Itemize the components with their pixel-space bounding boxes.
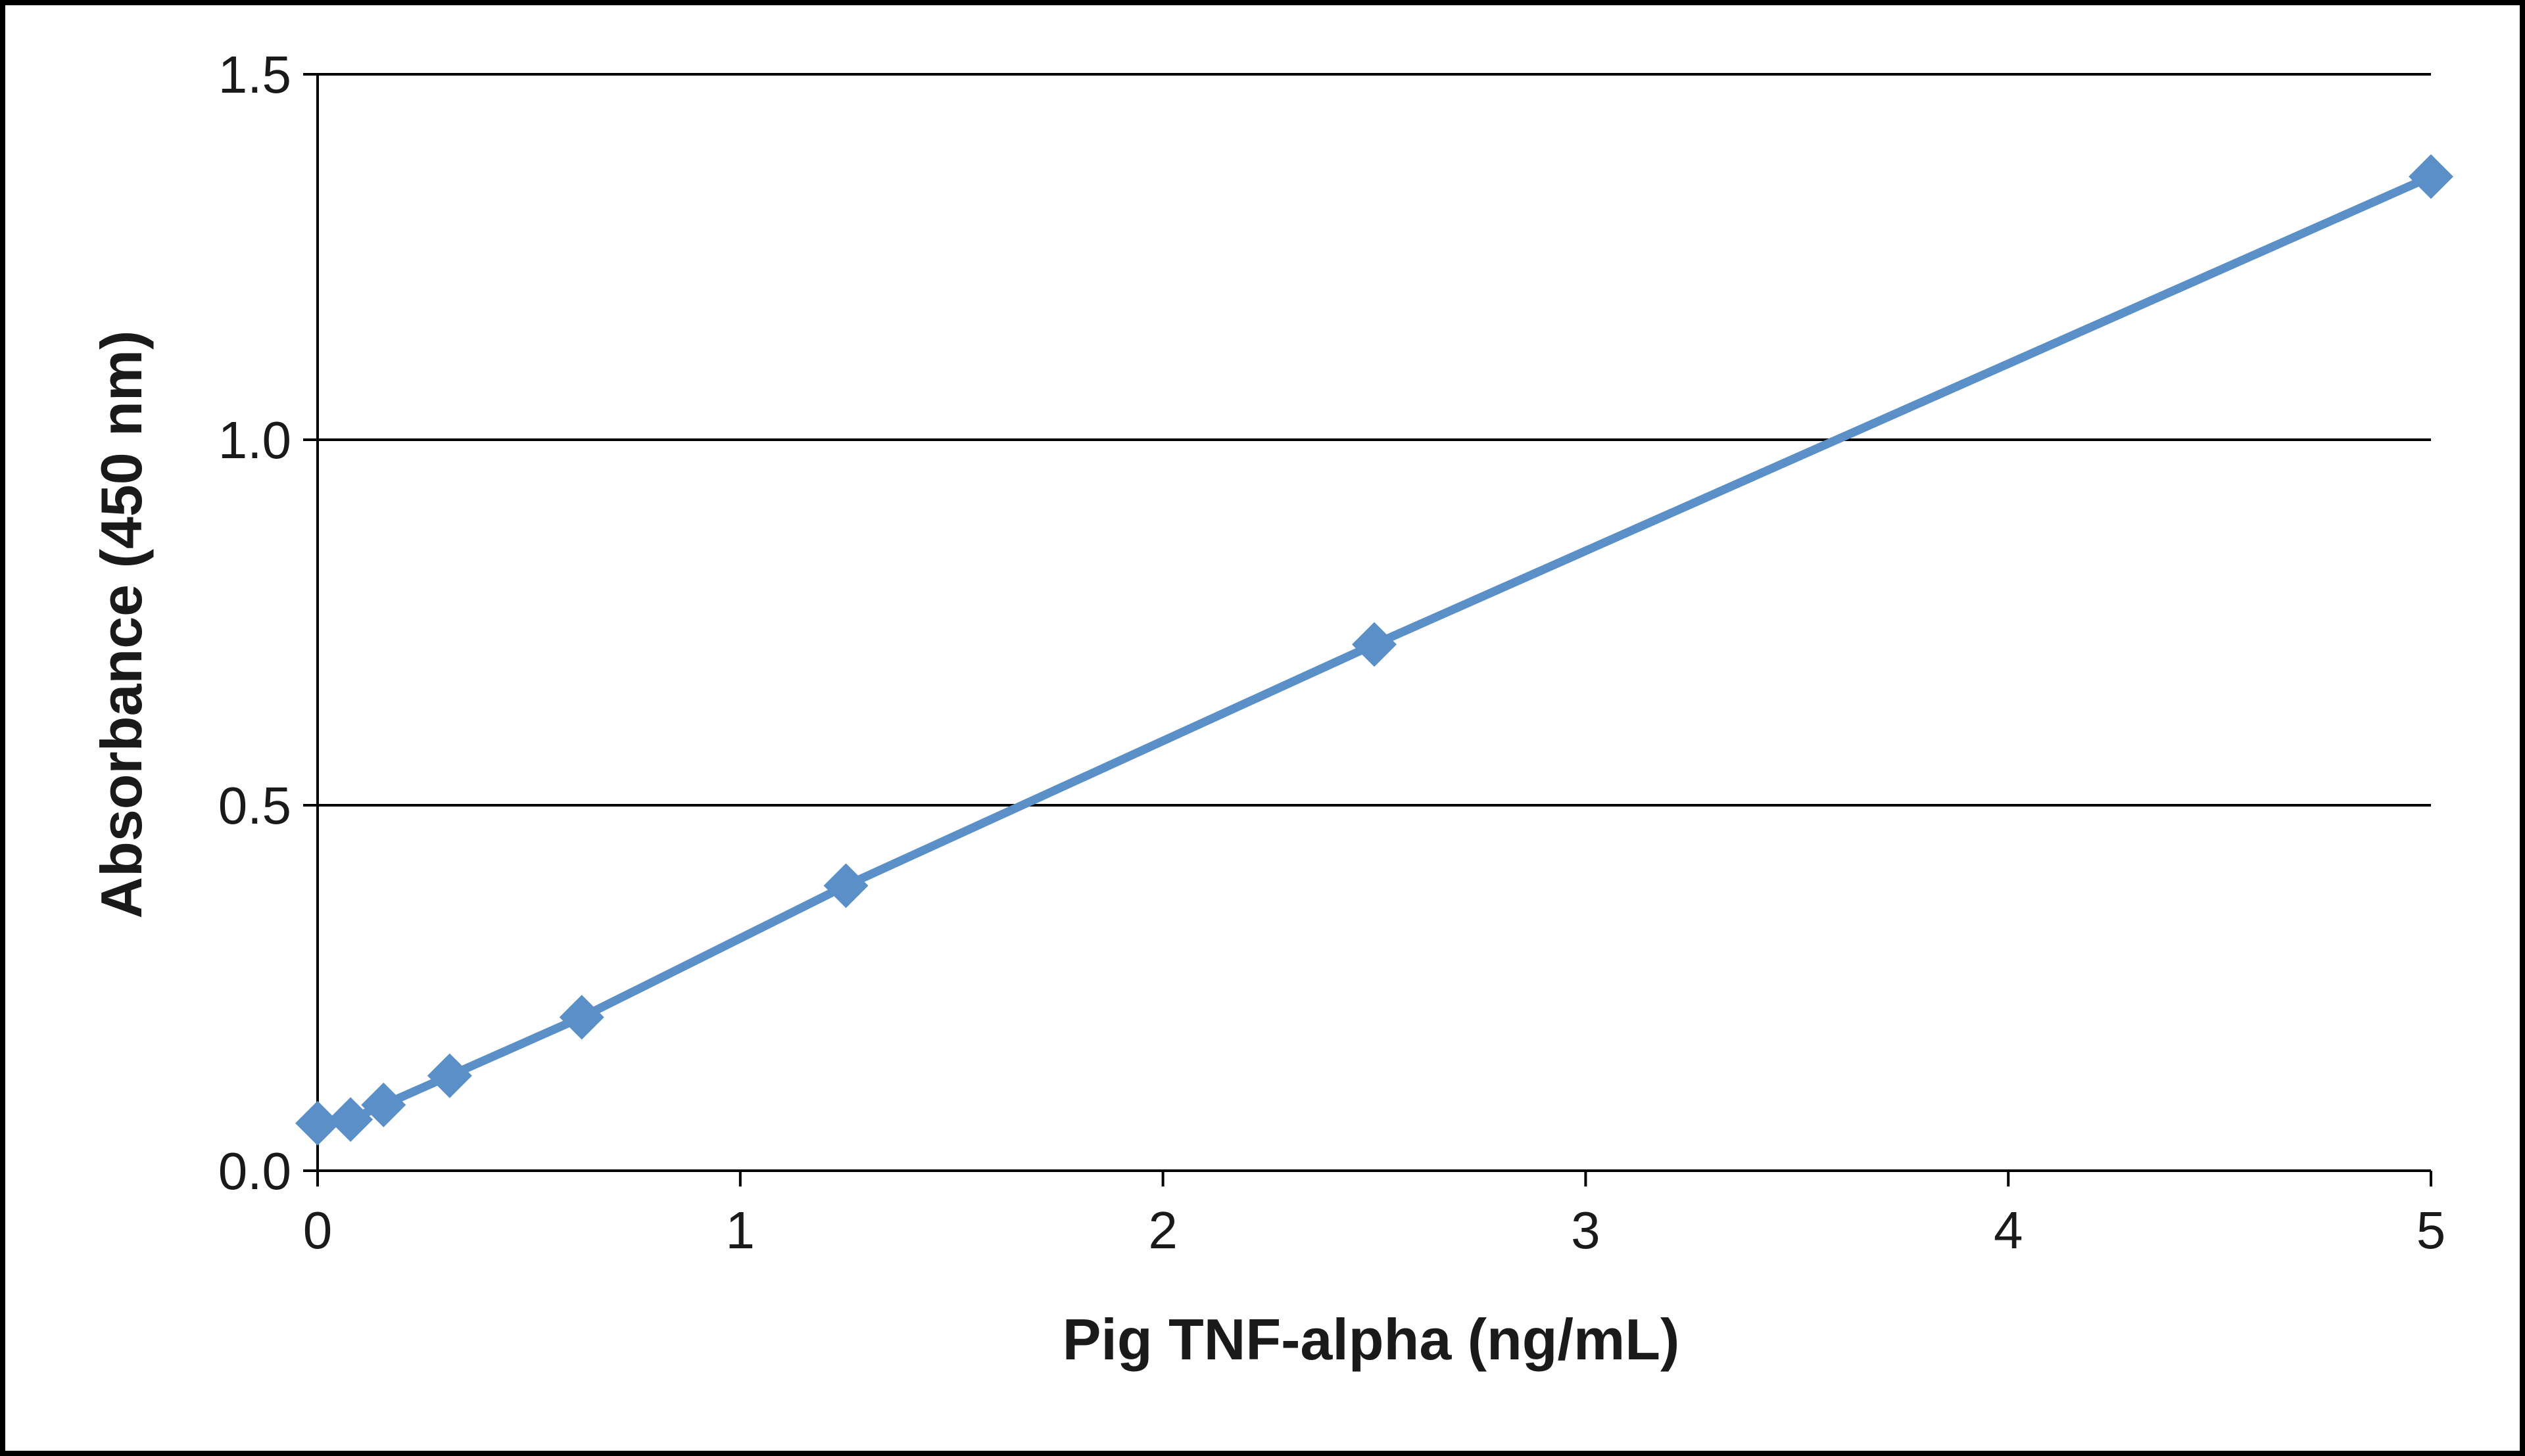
x-tick-label: 0: [303, 1201, 333, 1259]
data-point: [427, 1053, 472, 1098]
data-point: [295, 1100, 340, 1146]
y-tick-label: 0.0: [218, 1142, 291, 1200]
data-point: [361, 1082, 406, 1127]
x-tick-label: 2: [1148, 1201, 1178, 1259]
gridlines: [318, 73, 2431, 807]
data-series: [295, 154, 2453, 1146]
data-point: [328, 1097, 373, 1142]
data-point: [2409, 154, 2453, 199]
y-tick-label: 0.5: [218, 776, 291, 835]
y-tick-label: 1.5: [218, 45, 291, 104]
data-point: [559, 995, 604, 1040]
y-axis-title: Absorbance (450 nm): [89, 331, 154, 919]
x-axis-ticks: 0 1 2 3 4 5: [303, 1171, 2446, 1259]
y-axis-ticks: 0.0 0.5 1.0 1.5: [218, 45, 318, 1200]
data-point: [823, 863, 869, 908]
data-point: [1352, 622, 1397, 667]
x-tick-label: 3: [1571, 1201, 1600, 1259]
x-tick-label: 1: [726, 1201, 756, 1259]
y-tick-label: 1.0: [218, 411, 291, 469]
x-tick-label: 4: [1994, 1201, 2023, 1259]
x-axis-title: Pig TNF-alpha (ng/mL): [1063, 1307, 1680, 1372]
axes: [316, 74, 2431, 1172]
x-tick-label: 5: [2417, 1201, 2446, 1259]
